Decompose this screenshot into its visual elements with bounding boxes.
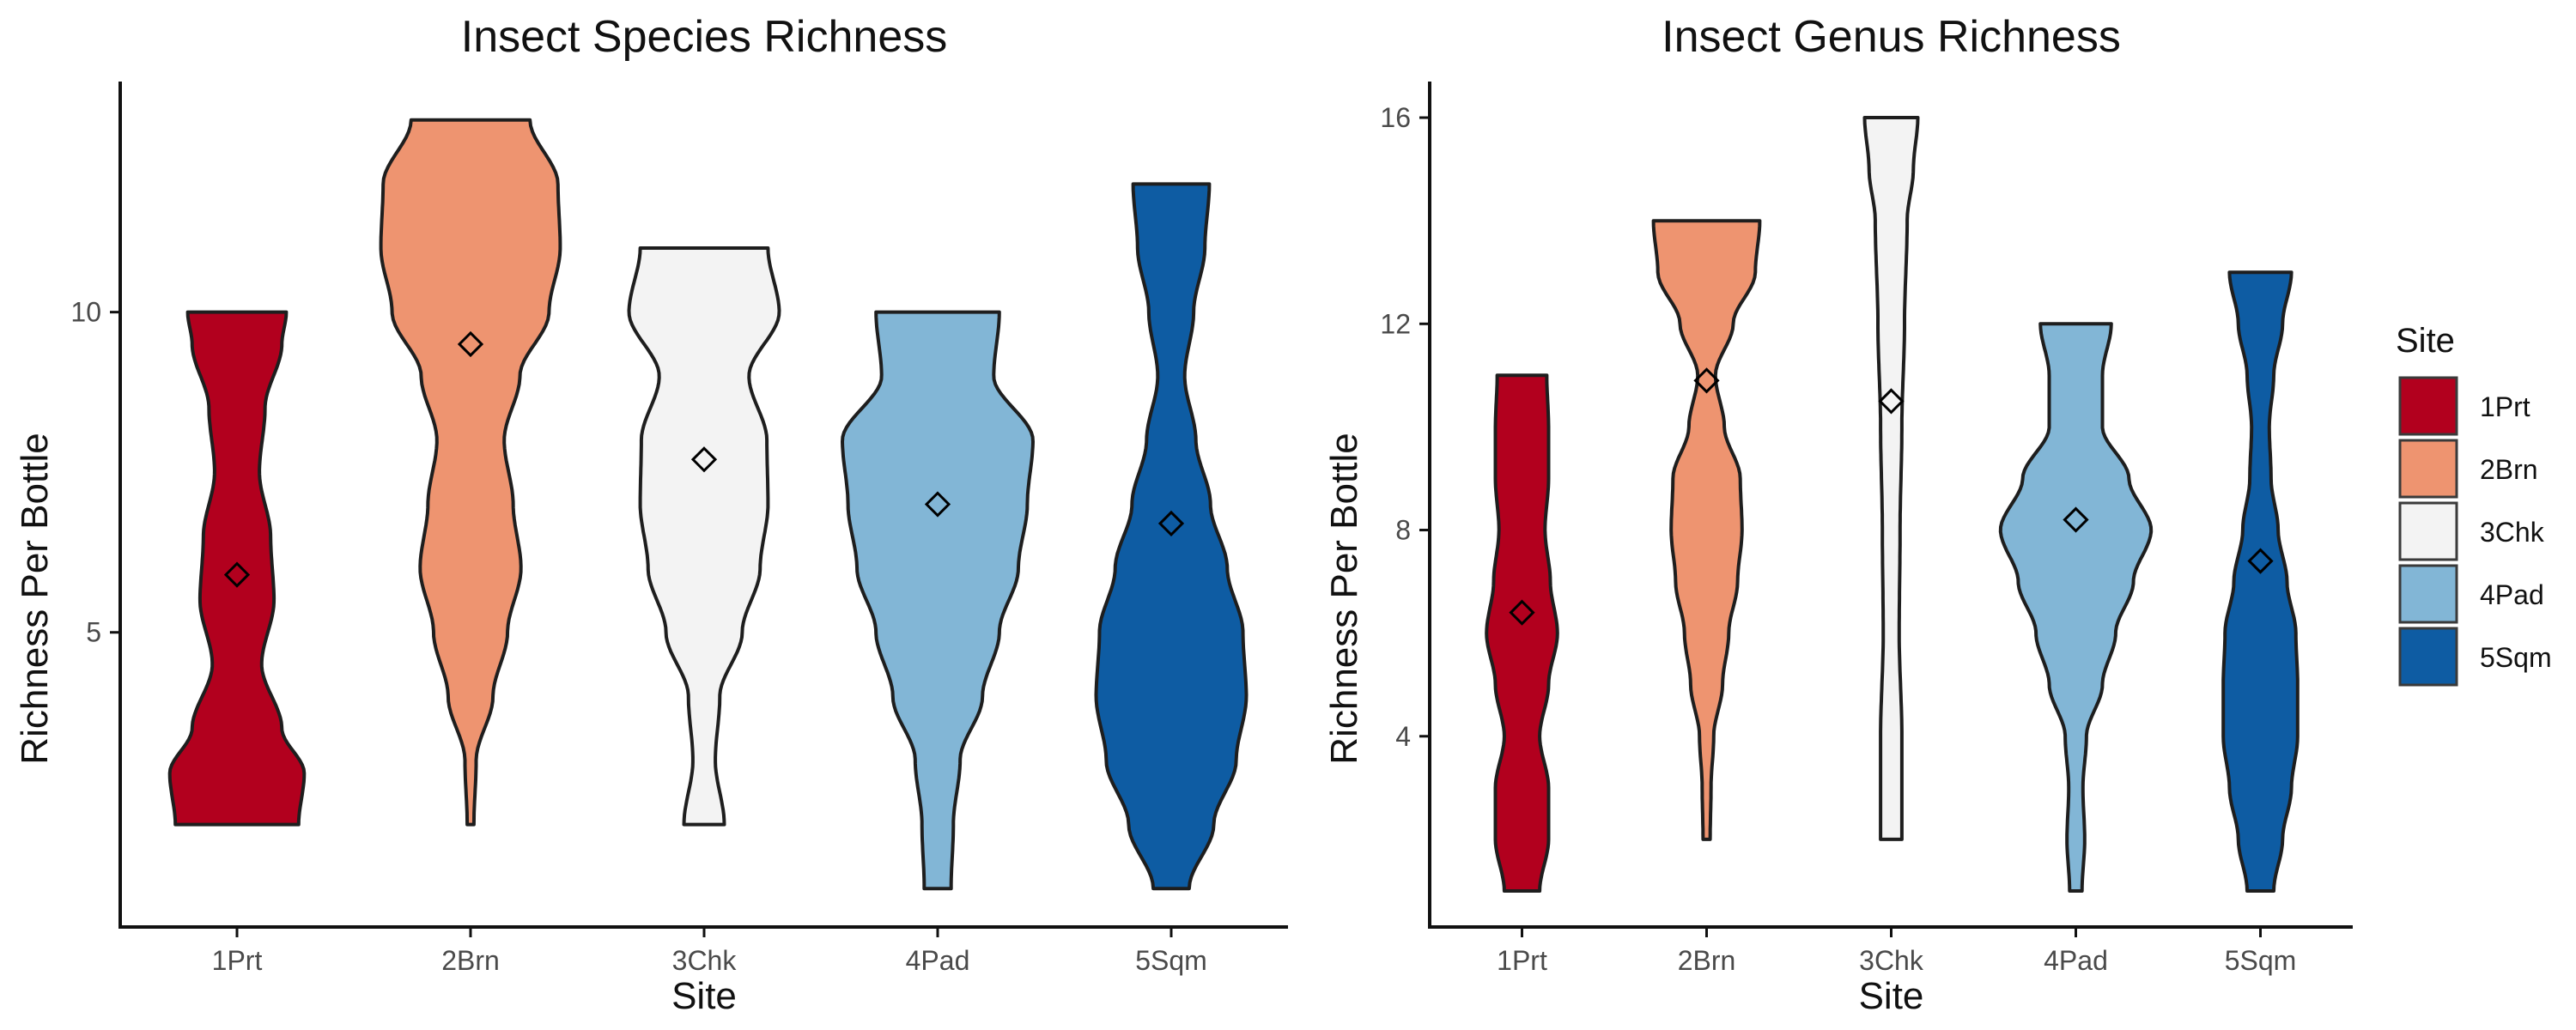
x-tick-label: 3Chk xyxy=(672,945,738,976)
legend-label-4Pad: 4Pad xyxy=(2480,579,2544,610)
mean-marker-4Pad xyxy=(2063,506,2089,533)
violin-2Brn xyxy=(379,118,562,827)
legend-label-2Brn: 2Brn xyxy=(2480,454,2538,485)
y-axis-label: Richness Per Bottle xyxy=(1323,433,1365,764)
x-tick-label: 4Pad xyxy=(906,945,970,976)
mean-marker-1Prt xyxy=(223,561,251,588)
legend: Site 1Prt 2Brn 3Chk 4Pad 5Sqm xyxy=(2396,322,2552,687)
legend-swatch-3Chk xyxy=(2398,501,2458,561)
mean-marker-3Chk xyxy=(690,446,718,473)
legend-swatch-5Sqm xyxy=(2398,627,2458,687)
mean-marker-5Sqm xyxy=(1157,510,1185,537)
violin-1Prt xyxy=(167,310,307,827)
mean-marker-3Chk xyxy=(1878,388,1905,415)
mean-marker-2Brn xyxy=(457,330,484,358)
violin-3Chk xyxy=(1862,116,1920,841)
x-axis-label: Site xyxy=(1859,975,1924,1017)
y-axis-label: Richness Per Bottle xyxy=(14,433,56,764)
legend-title: Site xyxy=(2396,322,2455,360)
mean-marker-5Sqm xyxy=(2247,548,2274,574)
violin-4Pad xyxy=(841,310,1035,891)
chart-panel-2: Insect Genus Richness 4 8 12 16 1Prt 2Brn 3Chk 4… xyxy=(1323,12,2353,1017)
mean-marker-1Prt xyxy=(1509,599,1535,626)
chart-title: Insect Species Richness xyxy=(461,12,948,62)
x-tick-label: 5Sqm xyxy=(1135,945,1207,976)
x-axis-label: Site xyxy=(671,975,737,1017)
chart-panel-1: Insect Species Richness 5 10 1Prt 2Brn 3Chk 4P… xyxy=(14,12,1288,1017)
chart-title: Insect Genus Richness xyxy=(1662,12,2121,62)
x-tick-label: 1Prt xyxy=(1497,945,1547,976)
x-tick-label: 2Brn xyxy=(1678,945,1736,976)
legend-label-1Prt: 1Prt xyxy=(2480,391,2530,422)
mean-marker-2Brn xyxy=(1693,367,1720,394)
legend-swatch-2Brn xyxy=(2398,439,2458,499)
x-tick-label: 2Brn xyxy=(441,945,500,976)
y-tick-label: 4 xyxy=(1395,721,1411,752)
violin-4Pad xyxy=(1998,322,2154,893)
x-tick-label: 1Prt xyxy=(212,945,263,976)
x-tick-label: 4Pad xyxy=(2044,945,2108,976)
violin-3Chk xyxy=(627,246,781,827)
mean-marker-4Pad xyxy=(924,491,951,518)
y-tick-label: 16 xyxy=(1380,102,1411,133)
y-tick-label: 8 xyxy=(1395,515,1411,546)
y-tick-label: 5 xyxy=(86,617,101,648)
legend-swatch-1Prt xyxy=(2398,376,2458,436)
legend-swatch-4Pad xyxy=(2398,564,2458,624)
violin-1Prt xyxy=(1485,373,1559,893)
legend-label-5Sqm: 5Sqm xyxy=(2480,642,2552,673)
x-tick-label: 5Sqm xyxy=(2225,945,2297,976)
x-tick-label: 3Chk xyxy=(1859,945,1924,976)
legend-label-3Chk: 3Chk xyxy=(2480,517,2545,548)
violin-5Sqm xyxy=(2221,270,2300,893)
y-tick-label: 10 xyxy=(70,297,101,328)
violin-2Brn xyxy=(1651,219,1762,841)
y-tick-label: 12 xyxy=(1380,308,1411,339)
